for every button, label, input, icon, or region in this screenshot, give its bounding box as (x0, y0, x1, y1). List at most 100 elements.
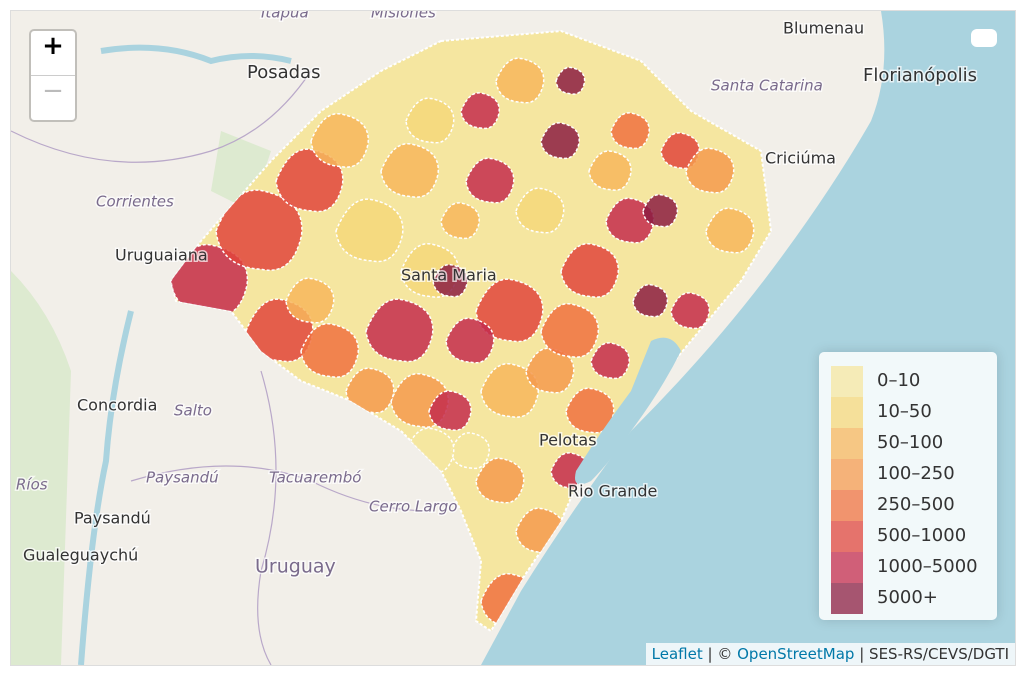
municipality (705, 207, 755, 254)
legend-item: 250–500 (831, 490, 991, 521)
municipality (590, 342, 630, 380)
legend-item: 1000–5000 (831, 552, 991, 583)
place-label: Gualeguaychú (23, 546, 138, 565)
legend-label: 5000+ (877, 587, 938, 608)
municipality (495, 57, 545, 104)
river (100, 44, 292, 65)
place-label: Florianópolis (863, 65, 977, 86)
municipality (215, 189, 303, 271)
place-label: Santa Maria (401, 266, 497, 285)
legend-swatch (831, 552, 863, 583)
municipality (428, 390, 472, 431)
municipality (605, 197, 655, 244)
place-label: Paysandú (146, 469, 219, 487)
legend: 0–10 10–50 50–100 100–250 250–500 500–1000 100… (819, 352, 997, 620)
municipality (555, 66, 586, 95)
municipality (525, 347, 575, 394)
municipality (310, 113, 369, 168)
layer-toggle[interactable] (971, 29, 997, 47)
place-label: Uruguay (255, 556, 336, 578)
map-frame[interactable]: Blumenau Florianópolis Posadas Santa Catari… (10, 10, 1016, 666)
municipality (445, 317, 495, 364)
legend-label: 10–50 (877, 401, 932, 422)
place-label: Posadas (247, 62, 320, 83)
place-label: Paysandú (74, 509, 151, 528)
municipality (560, 243, 619, 298)
place-label: Criciúma (765, 149, 836, 168)
place-label: Rio Grande (568, 482, 657, 501)
place-label: Cerro Largo (369, 498, 457, 516)
attribution-separator: | (859, 645, 865, 663)
attribution-separator: | © (707, 645, 733, 663)
municipality (642, 193, 679, 228)
municipality (540, 122, 580, 160)
municipality (345, 367, 395, 414)
municipality (670, 292, 710, 330)
legend-swatch (831, 583, 863, 614)
legend-swatch (831, 397, 863, 428)
place-label: Salto (174, 402, 212, 420)
place-label: Uruguaiana (115, 246, 208, 265)
municipality (475, 457, 525, 504)
legend-swatch (831, 490, 863, 521)
attribution-source: SES-RS/CEVS/DGTI (869, 645, 1009, 663)
place-label: Itapúa (261, 11, 309, 22)
municipality (450, 432, 490, 470)
place-label: Santa Catarina (711, 77, 823, 95)
legend-swatch (831, 428, 863, 459)
legend-item: 5000+ (831, 583, 991, 614)
zoom-out[interactable]: − (31, 75, 75, 120)
place-label: Tacuarembó (269, 469, 361, 487)
municipality (171, 243, 249, 317)
municipality (660, 132, 700, 170)
legend-label: 500–1000 (877, 525, 967, 546)
municipality (365, 298, 434, 363)
legend-item: 500–1000 (831, 521, 991, 552)
municipality (632, 283, 669, 318)
attribution: Leaflet | © OpenStreetMap | SES-RS/CEVS/… (645, 643, 1015, 665)
place-labels: Blumenau Florianópolis Posadas Santa Catari… (15, 11, 979, 579)
legend-swatch (831, 366, 863, 397)
municipality (685, 147, 735, 194)
place-label: Blumenau (783, 19, 864, 38)
place-label: Pelotas (539, 431, 597, 450)
place-label: Misiones (371, 11, 436, 22)
municipality (432, 263, 469, 298)
municipality (565, 387, 615, 434)
legend-swatch (831, 459, 863, 490)
municipality (465, 157, 515, 204)
municipality (300, 323, 359, 378)
zoom-in[interactable]: + (42, 31, 64, 61)
legend-swatch (831, 521, 863, 552)
legend-label: 250–500 (877, 494, 955, 515)
borders (11, 70, 432, 665)
municipality (540, 303, 599, 358)
municipality (515, 187, 565, 234)
map-canvas[interactable]: Blumenau Florianópolis Posadas Santa Catari… (11, 11, 1015, 665)
municipality (475, 278, 544, 343)
municipality (285, 277, 335, 324)
legend-item: 50–100 (831, 428, 991, 459)
municipality (335, 198, 404, 263)
river (78, 310, 134, 665)
lagoa-dos-patos (575, 337, 681, 485)
place-label: Concordia (77, 396, 157, 415)
municipality (588, 150, 632, 191)
municipality (610, 112, 650, 150)
legend-label: 100–250 (877, 463, 955, 484)
municipality (275, 148, 344, 213)
leaflet-link[interactable]: Leaflet (651, 645, 703, 663)
legend-item: 0–10 (831, 366, 991, 397)
place-label: Corrientes (96, 193, 174, 211)
municipality (405, 97, 455, 144)
osm-link[interactable]: OpenStreetMap (737, 645, 855, 663)
legend-label: 50–100 (877, 432, 944, 453)
municipality (380, 143, 439, 198)
place-label: Ríos (16, 476, 48, 494)
legend-label: 1000–5000 (877, 556, 978, 577)
legend-item: 10–50 (831, 397, 991, 428)
zoom-control: + − (29, 29, 77, 122)
municipality (480, 363, 539, 418)
legend-item: 100–250 (831, 459, 991, 490)
municipality (440, 202, 480, 240)
